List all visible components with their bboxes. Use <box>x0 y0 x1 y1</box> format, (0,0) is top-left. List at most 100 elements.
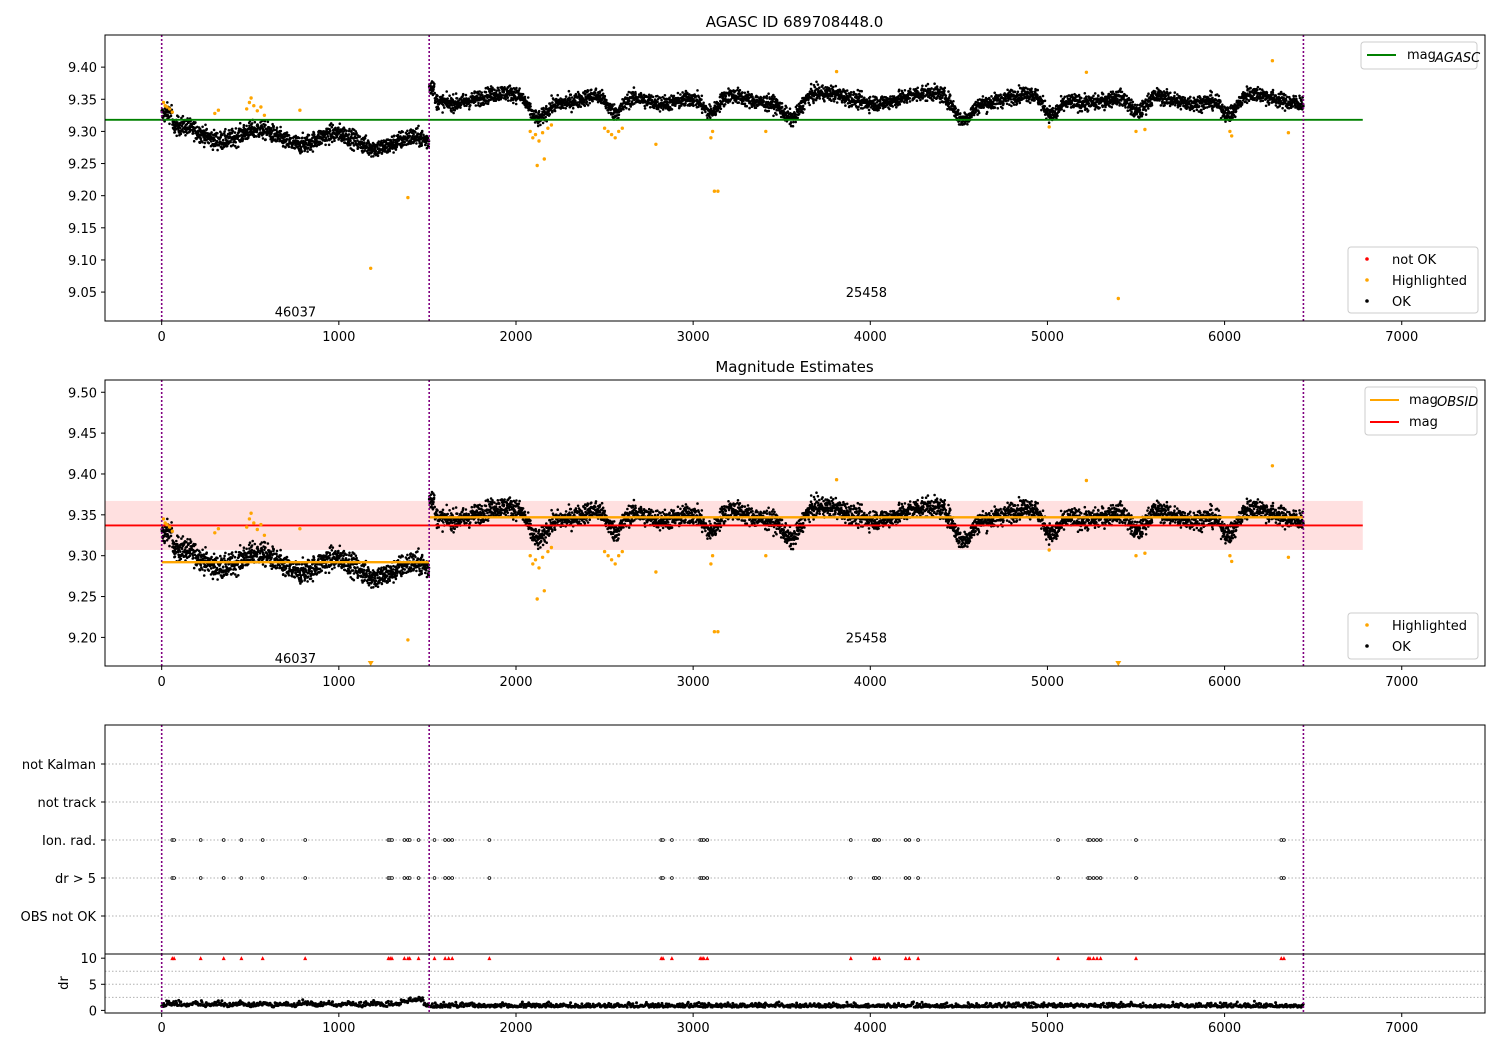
ok-point <box>459 106 462 109</box>
ok-point <box>594 91 597 95</box>
ok-point <box>1002 102 1005 105</box>
ok-point <box>1043 105 1047 108</box>
ok-point <box>1033 98 1036 102</box>
ok-point <box>1141 112 1144 116</box>
ok-point <box>658 110 662 113</box>
ok-point <box>477 101 480 105</box>
ok-point <box>234 141 237 144</box>
ok-point <box>617 113 621 117</box>
ok-point <box>486 102 490 106</box>
ok-point <box>394 148 398 151</box>
ok-point <box>1086 109 1090 112</box>
ok-point <box>179 132 183 136</box>
ok-point <box>287 145 291 149</box>
ok-point <box>1150 103 1154 107</box>
ok-point <box>445 90 449 93</box>
ok-point <box>612 103 616 106</box>
ok-point <box>238 121 242 125</box>
ok-point <box>812 101 815 105</box>
ok-point <box>349 139 352 143</box>
ok-point <box>888 107 891 111</box>
ok-point <box>567 89 571 93</box>
ok-point <box>834 84 838 88</box>
ok-point <box>813 85 817 89</box>
ok-point <box>331 123 335 127</box>
ok-point <box>700 111 704 114</box>
ok-point <box>746 90 750 94</box>
ok-point <box>529 102 532 106</box>
ok-point <box>1144 109 1148 112</box>
ok-point <box>1018 101 1022 105</box>
ok-point <box>1101 92 1105 96</box>
ok-point <box>831 85 835 89</box>
ok-point <box>337 126 340 129</box>
ok-point <box>564 107 567 110</box>
ok-point <box>564 95 568 98</box>
ok-point <box>279 129 283 133</box>
ok-point <box>181 114 185 118</box>
ok-point <box>512 101 515 105</box>
ok-point <box>957 108 960 112</box>
ok-point <box>600 88 604 92</box>
ok-point <box>780 105 784 109</box>
ok-point <box>301 136 304 140</box>
ok-point <box>626 93 629 96</box>
ok-point <box>845 89 849 92</box>
ok-point <box>500 96 504 99</box>
ok-point <box>202 145 206 149</box>
ok-point <box>164 113 167 116</box>
ok-point <box>648 106 652 109</box>
ok-point <box>508 94 512 97</box>
ok-point <box>415 142 418 145</box>
ok-point <box>333 139 336 142</box>
ok-point <box>416 126 419 130</box>
ok-point <box>925 99 929 102</box>
ok-point <box>219 135 222 139</box>
ok-point <box>480 91 484 94</box>
ok-point <box>437 107 440 111</box>
ok-point <box>702 101 705 105</box>
ok-point <box>345 129 348 132</box>
ok-point <box>1147 92 1150 95</box>
ok-point <box>273 128 276 132</box>
ok-point <box>213 138 217 142</box>
ok-point <box>632 86 636 89</box>
ok-point <box>541 121 545 125</box>
ok-point <box>357 145 360 149</box>
ok-point <box>771 100 775 103</box>
ok-point <box>1163 104 1166 107</box>
ok-point <box>1080 109 1084 113</box>
ok-point <box>261 137 265 140</box>
ok-point <box>816 83 820 86</box>
ok-point <box>743 102 747 106</box>
ok-point <box>364 134 368 137</box>
ok-point <box>542 106 545 110</box>
ok-point <box>301 131 305 135</box>
ok-point <box>523 95 527 99</box>
ok-point <box>926 82 930 86</box>
ok-point <box>1130 98 1133 101</box>
ok-point <box>417 124 420 128</box>
ok-point <box>860 103 863 107</box>
ok-point <box>536 124 540 128</box>
ok-point <box>433 91 437 95</box>
ok-point <box>548 112 552 116</box>
ok-point <box>1083 92 1087 95</box>
ok-point <box>570 110 573 114</box>
ok-point <box>328 129 332 133</box>
ok-point <box>700 98 703 101</box>
ok-point <box>192 139 196 143</box>
ok-point <box>486 96 489 100</box>
ok-point <box>931 99 935 102</box>
ok-point <box>981 95 985 98</box>
ok-point <box>835 101 839 104</box>
ok-point <box>201 125 204 129</box>
ok-point <box>205 127 208 131</box>
ok-point <box>803 108 806 111</box>
ok-point <box>809 82 813 86</box>
ok-point <box>198 141 202 144</box>
ok-point <box>433 82 436 86</box>
ok-point <box>919 98 922 102</box>
ok-point <box>311 150 315 153</box>
ok-point <box>1087 102 1091 105</box>
